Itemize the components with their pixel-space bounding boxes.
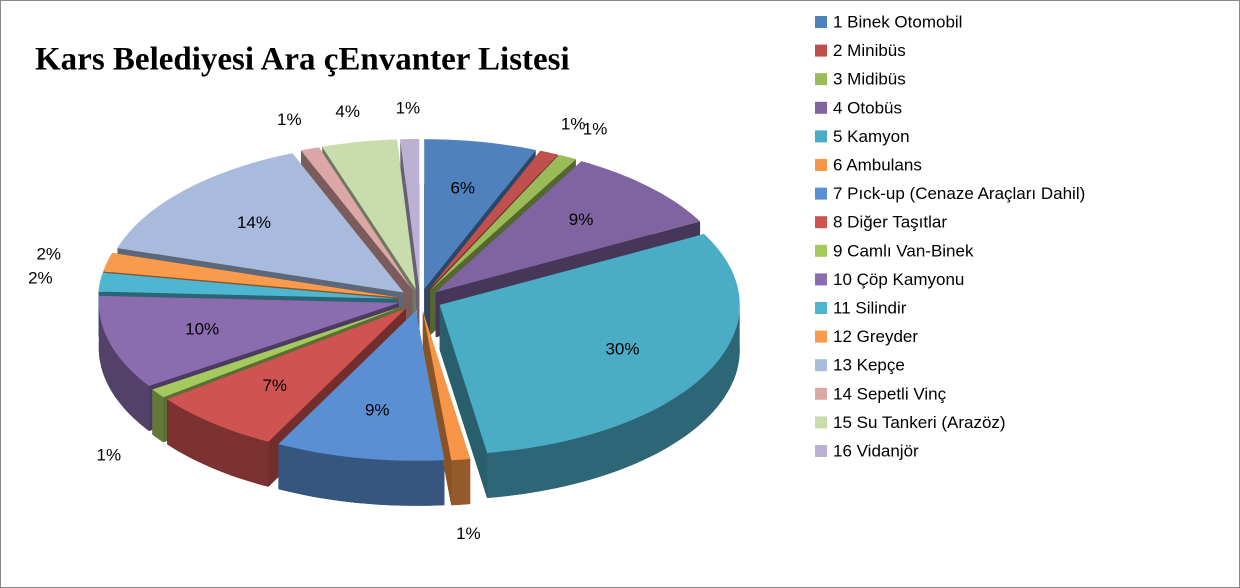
legend-swatch: [815, 16, 827, 28]
legend-swatch: [815, 387, 827, 400]
legend-label: 13 Kepçe: [833, 356, 905, 375]
slice: [117, 153, 404, 293]
slice-side: [439, 304, 488, 498]
slice: [435, 161, 701, 293]
legend-label: 10 Çöp Kamyonu: [833, 270, 964, 289]
legend-swatch: [815, 216, 827, 229]
data-label: 1%: [97, 445, 122, 464]
legend-swatch: [815, 302, 827, 314]
legend-label: 16 Vidanjör: [833, 441, 919, 460]
slice: [430, 154, 576, 291]
data-label: 1%: [396, 99, 421, 118]
pie-tops: [98, 139, 740, 461]
slice-wall: [487, 304, 740, 498]
legend-swatch: [815, 330, 827, 343]
legend-swatch: [815, 359, 827, 372]
slice: [98, 295, 399, 386]
legend-swatch: [815, 445, 827, 457]
data-label: 4%: [335, 102, 360, 121]
legend-label: 3 Midibüs: [833, 70, 906, 89]
legend-swatch: [815, 101, 827, 114]
legend-label: 8 Diğer Taşıtlar: [833, 213, 947, 232]
data-label: 1%: [456, 524, 481, 543]
slice: [98, 272, 399, 299]
slice: [322, 139, 416, 290]
legend-swatch: [815, 44, 827, 57]
legend-label: 5 Kamyon: [833, 127, 910, 146]
legend-label: 9 Camlı Van-Binek: [833, 241, 974, 260]
legend-swatch: [815, 416, 827, 429]
slice: [167, 308, 406, 442]
slice: [439, 234, 740, 453]
legend-swatch: [815, 159, 827, 171]
data-label: 2%: [36, 244, 61, 263]
data-label: 2%: [28, 268, 53, 287]
slice: [424, 139, 536, 290]
legend-swatch: [815, 130, 827, 143]
slice: [278, 310, 445, 461]
slice-wall: [278, 444, 445, 506]
slice-wall: [152, 389, 164, 443]
slice: [152, 306, 403, 398]
slice: [422, 310, 471, 461]
slice-wall: [167, 399, 269, 487]
slice-wall: [98, 302, 149, 431]
data-label: 7%: [262, 376, 287, 395]
slice-side: [422, 310, 452, 506]
data-label: 30%: [605, 340, 639, 359]
data-label: 1%: [277, 110, 302, 129]
legend-label: 1 Binek Otomobil: [833, 12, 962, 31]
legend-swatch: [815, 273, 827, 286]
data-label: 6%: [450, 179, 475, 198]
chart-title: Kars Belediyesi Ara çEnvanter Listesi: [35, 42, 570, 78]
legend-label: 4 Otobüs: [833, 98, 902, 117]
legend-label: 2 Minibüs: [833, 41, 906, 60]
slice: [400, 139, 420, 289]
legend-label: 7 Pıck-up (Cenaze Araçları Dahil): [833, 184, 1085, 203]
legend-swatch: [815, 73, 827, 86]
legend-label: 6 Ambulans: [833, 155, 922, 174]
data-label: 9%: [569, 210, 594, 229]
data-label: 14%: [237, 213, 271, 232]
slice: [103, 252, 399, 298]
slice-wall: [451, 459, 471, 506]
legend-swatch: [815, 244, 827, 257]
data-label: 10%: [185, 320, 219, 339]
legend-label: 14 Sepetli Vinç: [833, 384, 947, 403]
data-label: 1%: [561, 115, 586, 134]
legend-label: 12 Greyder: [833, 327, 918, 346]
slice: [428, 150, 558, 290]
data-label: 9%: [365, 400, 390, 419]
legend-label: 11 Silindir: [833, 298, 907, 317]
slice: [301, 147, 413, 290]
legend-swatch: [815, 187, 827, 200]
legend-label: 15 Su Tankeri (Arazöz): [833, 413, 1006, 432]
data-label: 1%: [583, 120, 608, 139]
